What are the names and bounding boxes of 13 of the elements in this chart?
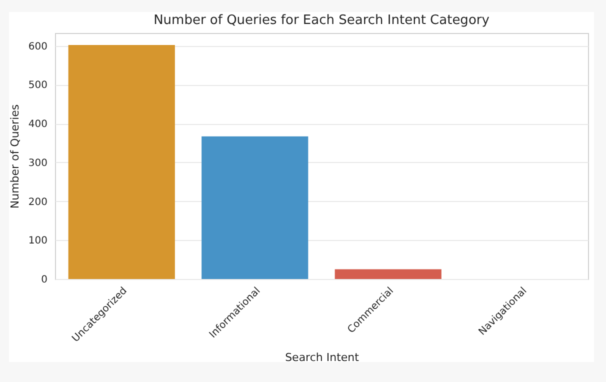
bar bbox=[202, 136, 308, 279]
y-tick-label: 600 bbox=[28, 41, 48, 52]
y-tick-label: 300 bbox=[28, 158, 48, 169]
y-tick-label: 0 bbox=[41, 274, 48, 286]
y-axis-title: Number of Queries bbox=[8, 104, 22, 209]
chart-title: Number of Queries for Each Search Intent Category bbox=[154, 13, 490, 28]
y-tick-label: 100 bbox=[28, 236, 48, 247]
y-tick-label: 400 bbox=[28, 119, 48, 130]
y-tick-label: 500 bbox=[28, 80, 48, 92]
x-axis-title: Search Intent bbox=[285, 350, 360, 364]
bar bbox=[68, 45, 175, 279]
y-tick-label: 200 bbox=[28, 196, 48, 208]
bar bbox=[334, 269, 442, 279]
